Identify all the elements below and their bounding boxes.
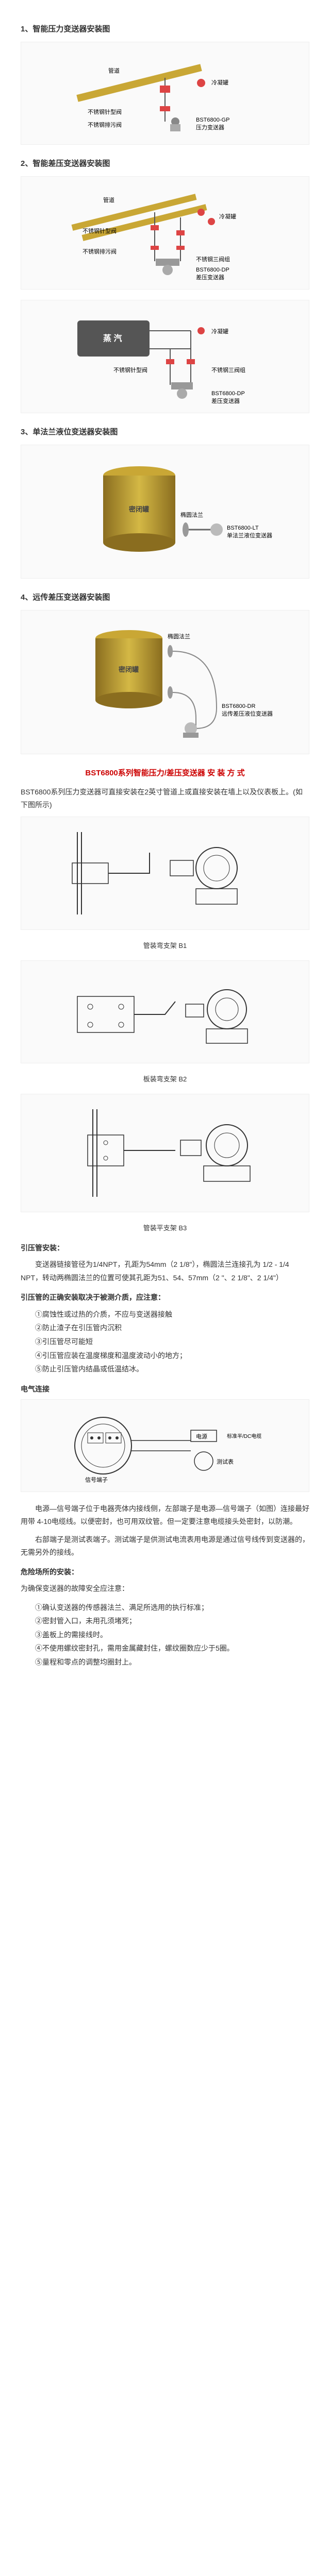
hz-item-2: ②密封管入口，未用孔须堵死； bbox=[35, 1614, 309, 1628]
svg-text:BST6800-DR: BST6800-DR bbox=[222, 703, 255, 709]
caption-b2: 板装弯支架 B2 bbox=[21, 1074, 309, 1083]
svg-text:管道: 管道 bbox=[103, 196, 114, 204]
transmitter-body bbox=[170, 124, 180, 131]
electrical-para1: 电源—信号端子位于电器壳体内接线侧，左部端子是电源—信号端子（如图）连接最好用带… bbox=[21, 1502, 309, 1528]
svg-text:电源: 电源 bbox=[196, 1433, 207, 1440]
terminal-circle bbox=[75, 1417, 131, 1474]
diagram-4: 密闭罐 椭圆法兰 BST6800-DR 远传差压液位变送器 bbox=[21, 610, 309, 754]
diagram-2b: 蒸 汽 冷凝罐 不锈钢针型阀 不锈钢三阀组 BST6800-DP 差压变送器 bbox=[21, 300, 309, 413]
svg-text:不锈钢三阀组: 不锈钢三阀组 bbox=[211, 366, 245, 374]
svg-text:差压变送器: 差压变送器 bbox=[196, 274, 224, 281]
install-intro: BST6800系列压力变送器可直接安装在2英寸管道上或直接安装在墙上以及仪表板上… bbox=[21, 786, 309, 811]
hz-item-1: ①确认变送器的传感器法兰、满足所选用的执行标准； bbox=[35, 1601, 309, 1615]
valve-1 bbox=[160, 86, 170, 93]
pressure-pipe-para1: 变送器链接管径为1/4NPT，孔距为54mm（2 1/8"），椭圆法兰连接孔为 … bbox=[21, 1258, 309, 1284]
label-blowdown: 不锈钢排污阀 bbox=[88, 121, 122, 128]
section-1-title: 1、智能压力变送器安装图 bbox=[21, 23, 309, 34]
svg-text:密闭罐: 密闭罐 bbox=[118, 666, 139, 673]
svg-text:不锈钢针型阀: 不锈钢针型阀 bbox=[113, 366, 147, 374]
section-3-title: 3、单法兰液位变送器安装图 bbox=[21, 426, 309, 437]
hz-item-5: ⑤量程和零点的调整均圈封上。 bbox=[35, 1655, 309, 1669]
test-meter bbox=[194, 1452, 213, 1470]
hazard-intro: 为确保变送器的故障安全应注意： bbox=[21, 1582, 309, 1595]
svg-text:单法兰液位变送器: 单法兰液位变送器 bbox=[227, 532, 272, 539]
svg-text:椭圆法兰: 椭圆法兰 bbox=[180, 511, 203, 518]
svg-text:信号端子: 信号端子 bbox=[85, 1477, 108, 1483]
svg-text:不锈钢排污阀: 不锈钢排污阀 bbox=[82, 248, 117, 255]
svg-text:BST6800-DP: BST6800-DP bbox=[211, 391, 245, 397]
diagram-2a: 管道 冷凝罐 不锈钢针型阀 不锈钢排污阀 不锈钢三阀组 BST6800-DP 差… bbox=[21, 176, 309, 290]
label-needle: 不锈钢针型阀 bbox=[88, 108, 122, 115]
svg-text:远传差压液位变送器: 远传差压液位变送器 bbox=[222, 710, 273, 717]
transmitter bbox=[210, 523, 223, 536]
svg-text:密闭罐: 密闭罐 bbox=[128, 505, 149, 513]
electrical-title: 电气连接 bbox=[21, 1384, 309, 1394]
svg-text:BST6800-DP: BST6800-DP bbox=[196, 267, 229, 273]
svg-text:标准半/DC电缆: 标准半/DC电缆 bbox=[227, 1433, 261, 1439]
section-4-title: 4、远传差压变送器安装图 bbox=[21, 591, 309, 602]
svg-text:差压变送器: 差压变送器 bbox=[211, 397, 240, 404]
install-title: BST6800系列智能压力/差压变送器 安 装 方 式 bbox=[21, 767, 309, 778]
pp-item-4: ④引压管应装在温度梯度和温度波动小的地方； bbox=[35, 1349, 309, 1363]
bracket-b1 bbox=[21, 817, 309, 930]
svg-text:不锈钢针型阀: 不锈钢针型阀 bbox=[82, 227, 117, 234]
section-2-title: 2、智能差压变送器安装图 bbox=[21, 158, 309, 168]
pipe-line bbox=[77, 67, 201, 98]
svg-text:椭圆法兰: 椭圆法兰 bbox=[168, 633, 190, 640]
hz-item-4: ④不使用螺纹密封孔，需用金属藏封住，螺纹圈数应少于5圈。 bbox=[35, 1641, 309, 1655]
hazard-title: 危险场所的安装： bbox=[21, 1567, 309, 1577]
bracket-b2 bbox=[21, 960, 309, 1063]
diagram-3: 密闭罐 椭圆法兰 BST6800-LT 单法兰液位变送器 bbox=[21, 445, 309, 579]
svg-text:冷凝罐: 冷凝罐 bbox=[219, 213, 236, 220]
diagram-1: 管道 冷凝罐 不锈钢针型阀 不锈钢排污阀 BST6800-GP 压力变送器 bbox=[21, 42, 309, 145]
pressure-pipe-title: 引压管安装： bbox=[21, 1243, 309, 1253]
label-pipe: 管道 bbox=[108, 67, 120, 74]
electrical-diagram: 电源 测试表 信号端子 标准半/DC电缆 bbox=[21, 1399, 309, 1492]
valve-2 bbox=[160, 106, 170, 111]
pp-item-2: ②防止渣子在引压管内沉积 bbox=[35, 1321, 309, 1335]
pp-item-3: ③引压管尽可能短 bbox=[35, 1335, 309, 1349]
pp-item-1: ①腐蚀性或过热的介质，不应与变送器接触 bbox=[35, 1308, 309, 1321]
svg-text:BST6800-LT: BST6800-LT bbox=[227, 525, 259, 531]
caption-b1: 管装弯支架 B1 bbox=[21, 940, 309, 950]
svg-text:冷凝罐: 冷凝罐 bbox=[211, 328, 228, 335]
electrical-para2: 右部端子是测试表端子。测试端子是供测试电流表用电源是通过信号线传到变送器的，无需… bbox=[21, 1533, 309, 1559]
label-product-2: 压力变送器 bbox=[196, 124, 224, 131]
label-product-1: BST6800-GP bbox=[196, 117, 229, 123]
caption-b3: 管装平支架 B3 bbox=[21, 1223, 309, 1232]
pressure-pipe-subtitle: 引压管的正确安装取决于被测介质，应注意： bbox=[21, 1292, 309, 1302]
hz-item-3: ③盖板上的需接线时。 bbox=[35, 1628, 309, 1642]
svg-text:蒸 汽: 蒸 汽 bbox=[103, 333, 122, 343]
pp-item-5: ⑤防止引压管内结晶或低温结冰。 bbox=[35, 1362, 309, 1376]
flange bbox=[183, 522, 189, 537]
label-cooling: 冷凝罐 bbox=[211, 79, 228, 86]
svg-text:测试表: 测试表 bbox=[217, 1458, 234, 1465]
bracket-b3 bbox=[21, 1094, 309, 1212]
svg-text:不锈钢三阀组: 不锈钢三阀组 bbox=[196, 256, 230, 263]
